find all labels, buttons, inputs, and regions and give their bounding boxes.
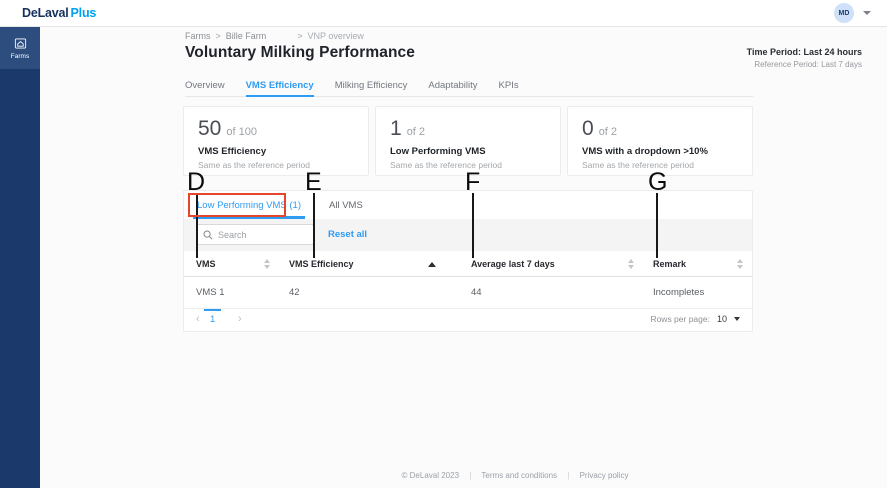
column-header-vms[interactable]: VMS xyxy=(196,259,216,269)
table-header-row: VMS VMS Efficiency Average last 7 days R… xyxy=(184,251,752,277)
sort-icon-vms[interactable] xyxy=(264,259,270,269)
terms-link[interactable]: Terms and conditions xyxy=(481,471,558,480)
active-page-indicator xyxy=(204,309,221,311)
sort-icon-average[interactable] xyxy=(628,259,634,269)
page-number-1[interactable]: 1 xyxy=(210,314,216,325)
footer-separator: | xyxy=(469,471,472,480)
vms-table-card: Low Performing VMS (1) All VMS Reset all… xyxy=(183,190,753,332)
stat-value: 0 xyxy=(582,117,594,140)
tab-kpis[interactable]: KPIs xyxy=(498,80,519,91)
stat-value: 1 xyxy=(390,117,402,140)
search-box[interactable] xyxy=(196,224,314,245)
stat-sub: Same as the reference period xyxy=(390,160,502,170)
stat-label: VMS with a dropdown >10% xyxy=(582,146,708,157)
sort-icon-remark[interactable] xyxy=(737,259,743,269)
breadcrumb: Farms > Bille Farm > VNP overview xyxy=(185,31,364,41)
stat-label: VMS Efficiency xyxy=(198,146,267,157)
next-page-icon[interactable]: › xyxy=(238,313,242,325)
annotation-line-g xyxy=(656,193,658,258)
stat-sub: Same as the reference period xyxy=(198,160,310,170)
copyright-text: © DeLaval 2023 xyxy=(401,471,460,480)
page-title: Voluntary Milking Performance xyxy=(185,44,415,61)
tab-overview[interactable]: Overview xyxy=(185,80,225,91)
avatar[interactable]: MD xyxy=(834,3,854,23)
sidebar: Farms xyxy=(0,27,40,488)
delaval-plus-logo[interactable]: DeLaval Plus xyxy=(22,6,96,20)
table-tabs: Low Performing VMS (1) All VMS xyxy=(184,191,370,219)
stat-of: of 2 xyxy=(406,126,426,138)
stat-of: of 100 xyxy=(226,126,257,138)
table-filter-bar: Reset all xyxy=(184,219,752,251)
sort-ascending-icon[interactable] xyxy=(428,262,436,267)
footer: © DeLaval 2023 | Terms and conditions | … xyxy=(185,471,845,480)
stat-card-dropdown: 0 of 2 VMS with a dropdown >10% Same as … xyxy=(567,106,753,176)
stat-sub: Same as the reference period xyxy=(582,160,694,170)
annotation-letter-f: F xyxy=(465,168,481,196)
rows-per-page-dropdown[interactable]: Rows per page: 10 xyxy=(650,314,740,324)
top-bar: DeLaval Plus MD xyxy=(0,0,887,27)
logo-primary: DeLaval xyxy=(22,6,69,20)
annotation-line-f xyxy=(472,193,474,258)
breadcrumb-farms[interactable]: Farms xyxy=(185,31,211,41)
tab-all-vms[interactable]: All VMS xyxy=(329,199,363,211)
annotation-letter-g: G xyxy=(648,168,668,196)
chevron-down-icon xyxy=(734,317,740,321)
breadcrumb-current: VNP overview xyxy=(307,31,364,41)
farm-icon xyxy=(14,37,26,49)
annotation-letter-d: D xyxy=(187,168,206,196)
stat-of: of 2 xyxy=(598,126,618,138)
annotation-highlight-box xyxy=(188,193,286,217)
table-row: VMS 1 42 44 Incompletes xyxy=(184,277,752,309)
stat-card-low-performing: 1 of 2 Low Performing VMS Same as the re… xyxy=(375,106,561,176)
sidebar-item-label: Farms xyxy=(10,52,30,60)
rows-per-page-label: Rows per page: xyxy=(650,314,710,324)
annotation-line-e xyxy=(313,193,315,258)
annotation-line-d xyxy=(196,193,198,258)
time-period-label: Time Period: Last 24 hours xyxy=(746,47,862,57)
chevron-down-icon xyxy=(863,11,871,15)
search-input[interactable] xyxy=(218,229,300,240)
reset-all-button[interactable]: Reset all xyxy=(328,229,368,240)
tab-adaptability[interactable]: Adaptability xyxy=(428,80,478,91)
column-header-average-7-days[interactable]: Average last 7 days xyxy=(471,259,555,269)
tab-low-performing-vms[interactable]: Low Performing VMS (1) xyxy=(190,191,308,219)
stat-value: 50 xyxy=(198,117,222,140)
column-header-remark[interactable]: Remark xyxy=(653,259,687,269)
sidebar-item-farms[interactable]: Farms xyxy=(0,27,40,69)
privacy-link[interactable]: Privacy policy xyxy=(579,471,629,480)
cell-vms: VMS 1 xyxy=(196,287,225,298)
cell-average-7-days: 44 xyxy=(471,287,482,298)
time-period-block: Time Period: Last 24 hours Reference Per… xyxy=(747,47,862,69)
tab-milking-efficiency[interactable]: Milking Efficiency xyxy=(334,80,408,91)
breadcrumb-separator: > xyxy=(215,31,221,41)
column-header-vms-efficiency[interactable]: VMS Efficiency xyxy=(289,259,354,269)
previous-page-icon[interactable]: ‹ xyxy=(196,313,200,325)
breadcrumb-separator: > xyxy=(297,31,303,41)
breadcrumb-bille-farm[interactable]: Bille Farm xyxy=(225,31,267,41)
pagination: ‹ 1 › Rows per page: 10 xyxy=(184,309,752,333)
stat-label: Low Performing VMS xyxy=(390,146,486,157)
cell-remark: Incompletes xyxy=(653,287,705,298)
footer-separator: | xyxy=(567,471,570,480)
user-menu[interactable]: MD xyxy=(834,3,871,23)
cell-vms-efficiency: 42 xyxy=(289,287,300,298)
page-tabs: Overview VMS Efficiency Milking Efficien… xyxy=(185,80,753,97)
tab-vms-efficiency[interactable]: VMS Efficiency xyxy=(245,80,314,97)
logo-accent: Plus xyxy=(70,6,97,20)
annotation-letter-e: E xyxy=(305,168,322,196)
stat-card-vms-efficiency: 50 of 100 VMS Efficiency Same as the ref… xyxy=(183,106,369,176)
reference-period-label: Reference Period: Last 7 days xyxy=(754,60,862,69)
search-icon xyxy=(203,229,213,239)
rows-per-page-value: 10 xyxy=(716,314,727,324)
